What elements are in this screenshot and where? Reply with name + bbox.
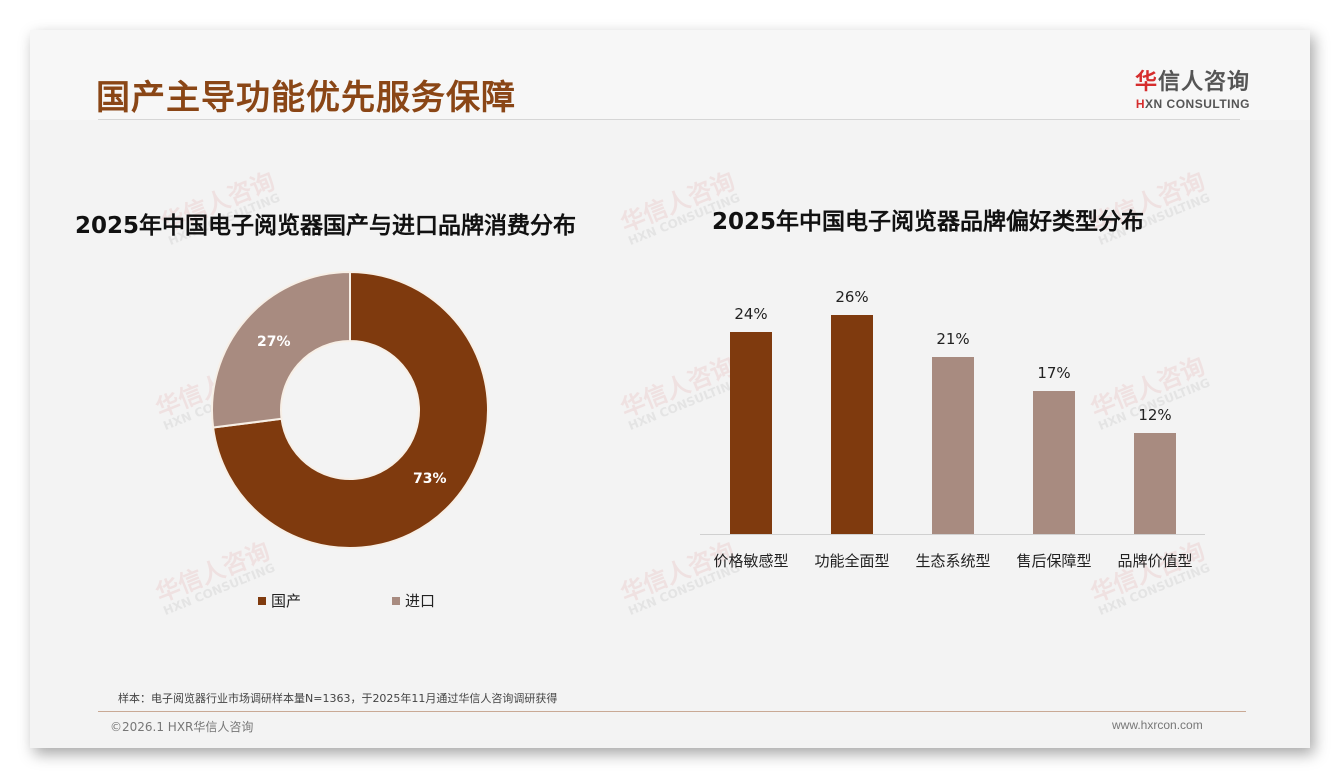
x-axis-line (700, 534, 1205, 535)
bar-after-sales (1033, 391, 1075, 534)
page-title: 国产主导功能优先服务保障 (96, 78, 516, 118)
footer-divider (98, 711, 1246, 712)
bar-chart-title: 2025年中国电子阅览器品牌偏好类型分布 (712, 209, 1145, 235)
sample-note: 样本：电子阅览器行业市场调研样本量N=1363，于2025年11月通过华信人咨询… (118, 692, 558, 705)
bar-value-label: 12% (1138, 406, 1172, 424)
bar-brand-value (1134, 433, 1176, 534)
x-axis-label: 品牌价值型 (1117, 552, 1193, 570)
bar-price-sensitive (730, 332, 772, 534)
legend-swatch-import (392, 596, 400, 605)
donut-svg (211, 270, 489, 549)
logo-english: HXN CONSULTING (1110, 97, 1250, 111)
x-axis-label: 售后保障型 (1016, 552, 1092, 570)
donut-slice-import (211, 270, 351, 429)
logo-en-rest: XN CONSULTING (1145, 97, 1250, 111)
title-divider (98, 119, 1240, 120)
bar-ecosystem (932, 357, 974, 534)
legend-item-domestic: 国产 (258, 590, 301, 611)
x-axis-label: 功能全面型 (814, 552, 890, 570)
header-band (30, 30, 1310, 120)
x-axis-label: 价格敏感型 (713, 552, 789, 570)
logo-cn-red: 华 (1134, 70, 1158, 95)
donut-slice-domestic (211, 270, 489, 549)
copyright: ©2026.1 HXR华信人咨询 (110, 720, 254, 734)
bar-value-label: 17% (1037, 364, 1071, 382)
logo-en-red: H (1135, 97, 1146, 111)
donut-label-domestic: 73% (413, 471, 447, 487)
logo-chinese: 华信人咨询 (1110, 64, 1250, 96)
slide: 国产主导功能优先服务保障 华信人咨询 HXN CONSULTING 华信人咨询 H… (30, 30, 1310, 748)
donut-chart-title: 2025年中国电子阅览器国产与进口品牌消费分布 (75, 213, 577, 239)
website-link[interactable]: www.hxrcon.com (1112, 718, 1203, 732)
bar-value-label: 26% (835, 288, 869, 306)
legend-item-import: 进口 (392, 590, 435, 611)
company-logo: 华信人咨询 HXN CONSULTING (1110, 64, 1250, 111)
x-axis-label: 生态系统型 (915, 552, 991, 570)
legend-label-domestic: 国产 (271, 592, 302, 610)
logo-cn-rest: 信人咨询 (1157, 70, 1250, 95)
bar-value-label: 21% (936, 330, 970, 348)
bar-value-label: 24% (734, 305, 768, 323)
legend-swatch-domestic (258, 596, 266, 605)
donut-chart: 73% 27% (210, 270, 490, 550)
donut-label-import: 27% (257, 334, 291, 350)
bar-full-featured (831, 315, 873, 534)
legend-label-import: 进口 (405, 592, 436, 610)
